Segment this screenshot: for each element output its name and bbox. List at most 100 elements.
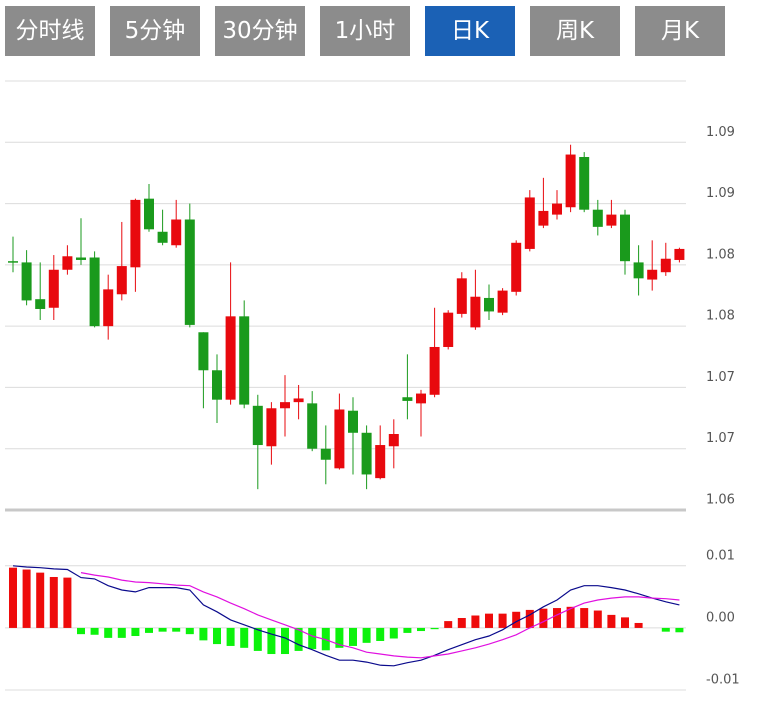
macd-bar — [376, 627, 385, 641]
macd-bar — [22, 569, 31, 628]
tab[interactable]: 30分钟 — [215, 6, 305, 56]
candle-body — [76, 257, 86, 260]
candle-body — [35, 299, 46, 309]
candle-body — [388, 434, 399, 447]
candle-body — [293, 398, 304, 403]
macd-line — [12, 565, 680, 667]
tab[interactable]: 5分钟 — [110, 6, 200, 56]
candle-body — [538, 210, 549, 226]
candle-body — [361, 432, 372, 475]
candle-body — [307, 403, 318, 449]
candle-body — [130, 199, 141, 268]
candle-body — [606, 214, 617, 226]
macd-bar — [267, 627, 276, 655]
macd-bar — [240, 627, 249, 648]
macd-bar — [471, 615, 480, 628]
macd-bar — [117, 627, 126, 638]
macd-bar — [580, 608, 589, 628]
candle-body — [8, 261, 18, 263]
macd-bar — [661, 627, 670, 632]
candle-body — [266, 408, 277, 447]
candle-body — [524, 197, 535, 249]
candle-body — [103, 289, 114, 327]
macd-bar — [281, 627, 289, 655]
tab[interactable]: 月K — [635, 6, 725, 56]
candle-body — [416, 393, 426, 404]
candle-body — [252, 405, 263, 446]
candle-body — [375, 445, 386, 479]
macd-bar — [77, 627, 85, 635]
y-tick-label: 0.00 — [706, 610, 735, 625]
candle-body — [184, 219, 195, 325]
y-tick-label: 0.01 — [706, 548, 735, 563]
candle-body — [280, 402, 290, 409]
macd-bar — [457, 617, 466, 628]
macd-bar — [226, 627, 235, 646]
macd-bar — [199, 627, 208, 641]
macd-bar — [430, 627, 439, 630]
y-tick-label: 1.07 — [706, 370, 735, 385]
tab[interactable]: 分时线 — [5, 6, 95, 56]
candle-body — [633, 262, 644, 279]
candle-body — [157, 231, 168, 243]
candle-body — [320, 448, 331, 460]
macd-bar — [36, 572, 45, 628]
tab[interactable]: 日K — [425, 6, 515, 56]
y-tick-label: 1.09 — [706, 186, 735, 201]
macd-bar — [525, 609, 534, 628]
y-tick-label: 1.08 — [706, 247, 735, 262]
candle-body — [116, 266, 127, 295]
macd-bar — [185, 627, 194, 635]
macd-bar — [213, 627, 221, 645]
candle-body — [511, 242, 522, 292]
macd-bar — [566, 606, 575, 628]
candle-body — [402, 397, 413, 401]
macd-bar — [145, 627, 153, 633]
candle-body — [579, 156, 590, 210]
macd-bar — [539, 608, 548, 628]
candle-body — [647, 269, 658, 280]
candle-body — [21, 262, 32, 301]
candle-body — [470, 296, 481, 328]
macd-bar — [444, 621, 453, 628]
macd-bar — [607, 614, 616, 628]
y-tick-label: -0.01 — [706, 673, 740, 688]
macd-bar — [417, 627, 425, 632]
candle-body — [484, 297, 494, 312]
macd-bar — [104, 627, 113, 638]
candle-body — [497, 290, 508, 313]
macd-bar — [553, 608, 561, 628]
tab[interactable]: 周K — [530, 6, 620, 56]
macd-bar — [90, 627, 99, 635]
macd-bar — [63, 577, 72, 628]
macd-bar — [172, 627, 181, 632]
macd-bar — [362, 627, 371, 643]
candle-body — [225, 316, 236, 400]
macd-bar — [49, 576, 58, 628]
candle-body — [198, 332, 209, 371]
macd-bar — [308, 627, 317, 650]
macd-bar — [294, 627, 303, 651]
y-tick-label: 1.08 — [706, 309, 735, 324]
macd-bar — [158, 627, 167, 632]
candle-body — [552, 203, 562, 215]
macd-bar — [131, 627, 140, 637]
candle-body — [429, 346, 440, 395]
candle-body — [565, 154, 576, 208]
macd-bar — [9, 567, 17, 628]
candle-body — [443, 312, 454, 347]
candle-body — [592, 209, 603, 227]
macd-bar — [485, 613, 493, 628]
macd-bar — [634, 622, 643, 628]
candle-body — [334, 409, 345, 469]
y-tick-label: 1.06 — [706, 493, 735, 508]
candle-body — [144, 198, 154, 230]
macd-line — [80, 572, 680, 659]
tab[interactable]: 1小时 — [320, 6, 410, 56]
macd-bar — [512, 611, 521, 628]
candle-body — [620, 214, 630, 262]
candle-body — [62, 256, 73, 270]
y-tick-label: 1.09 — [706, 125, 735, 140]
